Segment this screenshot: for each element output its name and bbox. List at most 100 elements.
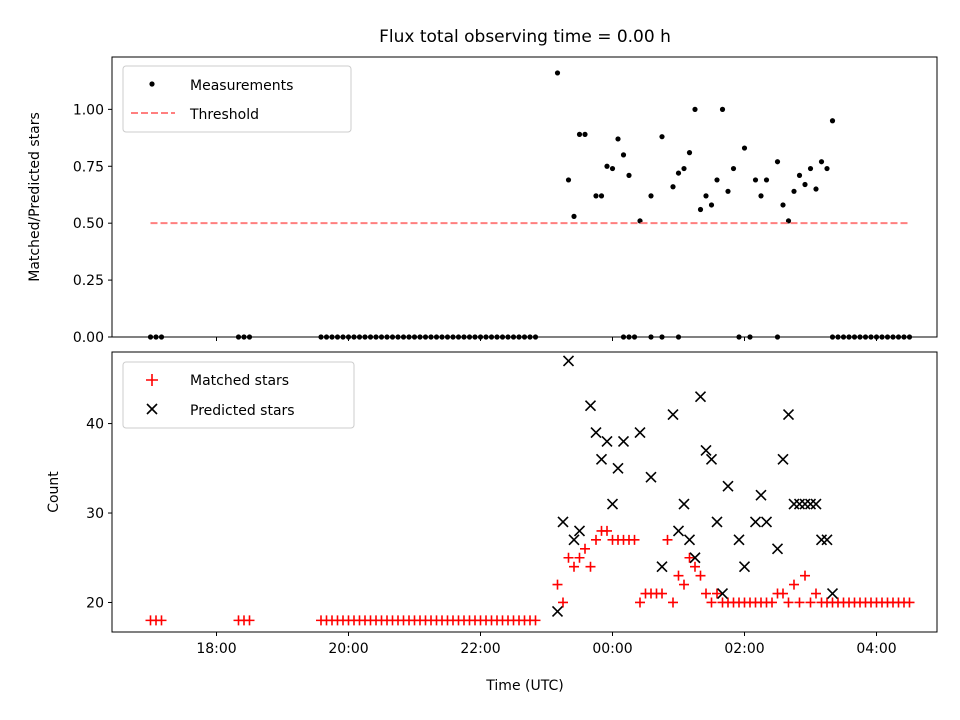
predicted-stars-point <box>683 534 696 546</box>
measurement-point <box>626 172 632 178</box>
count-y-tick-label: 30 <box>86 506 104 522</box>
predicted-stars-point <box>705 453 718 465</box>
ratio-legend-box <box>122 65 352 133</box>
measurement-point <box>697 206 704 213</box>
matched-stars-point <box>767 597 777 608</box>
matched-stars-point <box>569 561 579 572</box>
ratio-y-tick-label: 0.75 <box>73 159 104 175</box>
legend-predicted-marker <box>146 403 158 415</box>
predicted-stars-point <box>573 525 586 537</box>
count-legend-box <box>122 361 355 429</box>
count-y-tick-label: 20 <box>86 595 104 611</box>
matched-stars-point <box>156 615 167 626</box>
measurement-point <box>730 165 737 172</box>
measurement-point <box>598 193 605 199</box>
count-y-tick-label: 40 <box>86 417 104 433</box>
matched-stars-point <box>552 579 563 590</box>
measurement-point <box>703 193 709 199</box>
predicted-stars-point <box>733 534 745 546</box>
count-axis-ticks: 18:00 20:00 22:00 00:00 02:00 04:00 20 30 40 <box>86 417 897 657</box>
ratio-axis-ticks: 0.00 0.25 0.50 0.75 1.00 <box>73 102 877 346</box>
matched-stars-point <box>668 597 678 608</box>
x-tick-label: 18:00 <box>196 641 236 657</box>
measurement-point <box>670 184 676 190</box>
measurement-point <box>741 145 748 151</box>
ratio-legend: Measurements Threshold <box>122 65 352 133</box>
count-plot-frame <box>111 351 938 633</box>
ratio-plot-frame <box>111 56 938 338</box>
legend-threshold-label: Threshold <box>189 107 259 123</box>
matched-stars-point <box>805 597 816 608</box>
series-predicted-stars <box>551 355 839 617</box>
measurement-point <box>554 70 561 76</box>
predicted-stars-point <box>595 453 608 465</box>
predicted-stars-point <box>749 516 762 528</box>
predicted-stars-point <box>590 426 602 439</box>
predicted-stars-point <box>777 453 789 465</box>
predicted-stars-point <box>568 534 580 546</box>
matched-stars-point <box>635 597 645 608</box>
predicted-stars-point <box>815 534 828 546</box>
ratio-y-tick-label: 0.50 <box>73 216 104 232</box>
x-tick-label: 20:00 <box>328 641 368 657</box>
measurement-point <box>648 193 654 199</box>
matched-stars-point <box>706 597 717 608</box>
measurement-point <box>824 165 830 172</box>
measurement-point <box>576 131 583 137</box>
matched-stars-point <box>794 597 805 608</box>
measurement-point <box>774 159 781 165</box>
matched-stars-point <box>574 552 585 563</box>
legend-predicted-label: Predicted stars <box>190 403 295 419</box>
predicted-stars-point <box>738 561 751 573</box>
ratio-marks <box>147 70 913 340</box>
predicted-stars-point <box>551 605 564 617</box>
predicted-stars-point <box>606 498 619 510</box>
matched-stars-point <box>530 615 541 626</box>
predicted-stars-point <box>793 498 806 510</box>
measurement-point <box>615 136 621 142</box>
matched-stars-point <box>904 597 915 608</box>
matched-stars-point <box>244 615 255 626</box>
measurement-point <box>791 188 797 194</box>
measurement-point <box>565 177 572 183</box>
measurement-point <box>609 165 616 172</box>
predicted-stars-point <box>694 391 707 403</box>
matched-stars-point <box>585 561 596 572</box>
predicted-stars-point <box>584 400 597 412</box>
legend-matched-label: Matched stars <box>190 373 289 389</box>
measurement-point <box>593 193 599 199</box>
count-y-axis-label: Count <box>46 471 62 513</box>
predicted-stars-point <box>755 489 767 501</box>
x-tick-label: 00:00 <box>592 641 632 657</box>
predicted-stars-point <box>700 444 712 456</box>
measurement-point <box>686 150 693 156</box>
predicted-stars-point <box>645 471 657 483</box>
matched-stars-point <box>591 534 601 545</box>
measurement-point <box>719 106 726 112</box>
predicted-stars-point <box>634 426 646 439</box>
legend-measurements-label: Measurements <box>190 78 293 94</box>
matched-stars-point <box>712 588 722 599</box>
predicted-stars-point <box>562 355 575 367</box>
chart-title: Flux total observing time = 0.00 h <box>379 27 671 47</box>
x-axis-label: Time (UTC) <box>485 678 563 694</box>
matched-stars-point <box>800 570 810 581</box>
matched-stars-point <box>580 543 590 554</box>
count-legend: Matched stars Predicted stars <box>122 361 355 429</box>
measurement-point <box>763 177 770 183</box>
x-tick-label: 22:00 <box>460 641 500 657</box>
measurement-point <box>829 118 836 124</box>
measurement-point <box>813 186 819 192</box>
matched-stars-point <box>563 552 574 563</box>
matched-stars-point <box>629 534 640 545</box>
measurement-point <box>604 163 610 169</box>
predicted-stars-point <box>771 543 784 555</box>
predicted-stars-point <box>810 498 822 510</box>
measurement-point <box>582 131 588 137</box>
measurement-point <box>675 170 682 176</box>
predicted-stars-point <box>804 498 817 510</box>
measurement-point <box>571 213 577 219</box>
measurement-point <box>807 165 814 172</box>
predicted-stars-point <box>760 516 773 528</box>
